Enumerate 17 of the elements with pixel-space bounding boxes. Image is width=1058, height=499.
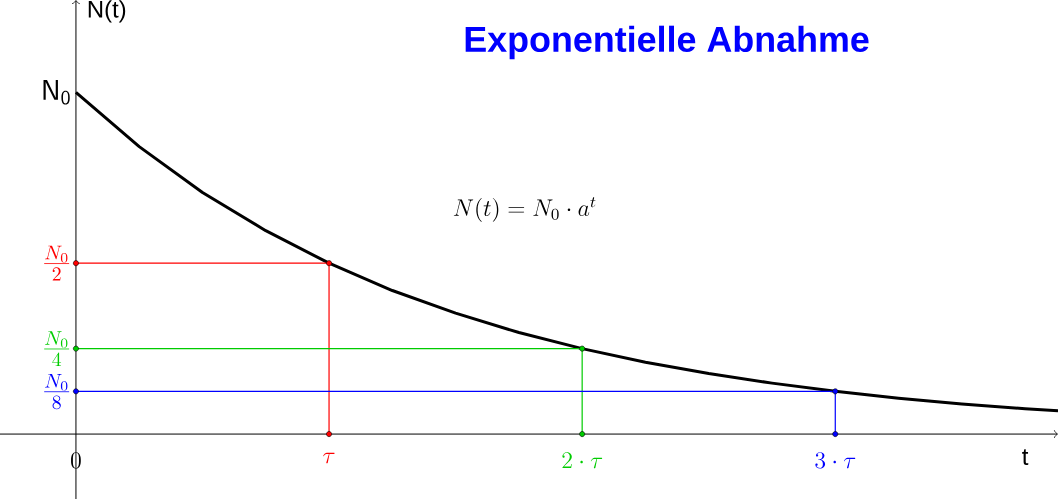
chart-title: Exponentielle Abnahme — [465, 25, 869, 60]
y-axis-title: N(t) — [88, 0, 126, 23]
x-tick-label: $\tau$ — [323, 452, 335, 464]
point — [832, 431, 839, 437]
annotation: $\frac{N_0}{2}$ — [44, 245, 70, 281]
point — [73, 388, 79, 395]
annotation: $\frac{N_0}{8}$ — [44, 373, 70, 410]
x-tick-label: $2\cdot\tau$ — [562, 452, 603, 469]
annotation: $\mathsf{N}_{\mathsf{0}}$ — [43, 79, 70, 105]
annotation: $N(t) = N_0 \cdot a^t$ — [453, 197, 596, 222]
x-tick-label: $3\cdot\tau$ — [815, 452, 856, 469]
x-axis-title: t — [1022, 449, 1029, 465]
point — [326, 431, 332, 437]
point — [73, 345, 79, 352]
annotation: $\frac{N_0}{4}$ — [44, 331, 70, 367]
point — [73, 260, 79, 267]
point — [579, 431, 586, 437]
